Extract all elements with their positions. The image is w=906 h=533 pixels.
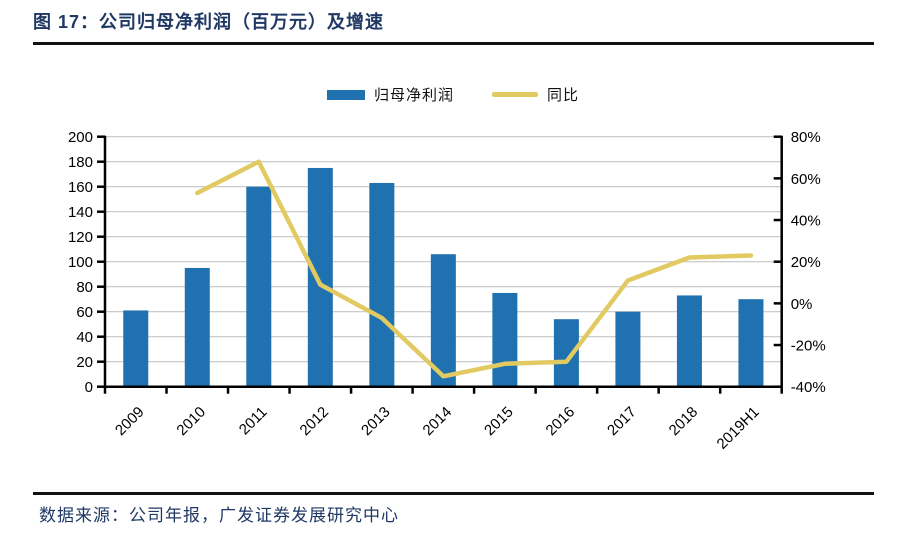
bar-2018: [676, 295, 702, 387]
legend-item-yoy: 同比: [492, 84, 579, 105]
category-label-2012: 2012: [297, 404, 333, 440]
right-tick-label: -40%: [791, 379, 826, 396]
bar-2013: [369, 182, 395, 387]
category-label-2015: 2015: [481, 404, 517, 440]
chart-legend: 归母净利润 同比: [0, 84, 906, 105]
bar-2017: [615, 311, 641, 387]
bar-2010: [184, 267, 210, 387]
legend-label-net-profit: 归母净利润: [373, 87, 454, 104]
left-tick-label: 0: [85, 379, 93, 396]
category-label-2010: 2010: [173, 404, 209, 440]
source-divider: [33, 492, 874, 495]
figure-title: 图 17：公司归母净利润（百万元）及增速: [33, 12, 385, 32]
category-label-2013: 2013: [358, 404, 394, 440]
right-tick-label: 80%: [791, 129, 821, 146]
category-label-2009: 2009: [112, 404, 148, 440]
category-label-2016: 2016: [543, 404, 579, 440]
bar-2019H1: [738, 299, 764, 387]
bar-2015: [492, 292, 518, 387]
title-divider: [33, 42, 874, 45]
left-tick-label: 20: [76, 354, 93, 371]
left-tick-label: 200: [68, 129, 93, 146]
left-tick-label: 60: [76, 304, 93, 321]
category-label-2011: 2011: [236, 404, 271, 439]
right-tick-label: 60%: [791, 171, 821, 188]
right-tick-label: 40%: [791, 213, 821, 230]
left-tick-label: 160: [68, 179, 93, 196]
right-tick-label: 0%: [791, 296, 813, 313]
line-series-swatch: [492, 92, 538, 97]
bar-2014: [430, 254, 456, 387]
bar-2011: [246, 186, 272, 387]
legend-label-yoy: 同比: [547, 87, 580, 104]
bar-2012: [307, 167, 333, 387]
yoy-line: [195, 159, 754, 379]
left-tick-label: 120: [68, 229, 93, 246]
legend-item-net-profit: 归母净利润: [326, 84, 454, 105]
left-tick-label: 140: [68, 204, 93, 221]
right-tick-label: -20%: [791, 338, 826, 355]
category-label-2018: 2018: [666, 404, 702, 440]
right-tick-label: 20%: [791, 254, 821, 271]
left-tick-label: 180: [68, 154, 93, 171]
data-source: 数据来源：公司年报，广发证券发展研究中心: [39, 506, 399, 525]
bar-2009: [123, 310, 149, 387]
bar-series-swatch: [326, 89, 365, 100]
left-tick-label: 40: [76, 329, 93, 346]
category-label-2017: 2017: [604, 404, 640, 440]
left-tick-label: 100: [68, 254, 93, 271]
left-tick-label: 80: [76, 279, 93, 296]
category-label-2019H1: 2019H1: [714, 404, 763, 453]
category-label-2014: 2014: [420, 404, 456, 440]
